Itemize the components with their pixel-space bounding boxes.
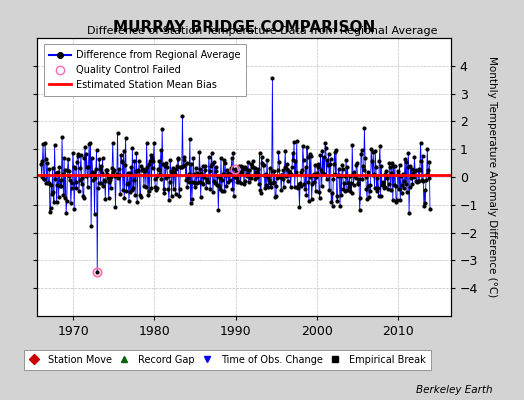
Legend: Station Move, Record Gap, Time of Obs. Change, Empirical Break: Station Move, Record Gap, Time of Obs. C… <box>24 350 431 370</box>
Title: MURRAY BRIDGE COMPARISON: MURRAY BRIDGE COMPARISON <box>113 20 375 36</box>
Text: Berkeley Earth: Berkeley Earth <box>416 385 493 395</box>
Y-axis label: Monthly Temperature Anomaly Difference (°C): Monthly Temperature Anomaly Difference (… <box>487 56 497 298</box>
Text: Difference of Station Temperature Data from Regional Average: Difference of Station Temperature Data f… <box>87 26 437 36</box>
